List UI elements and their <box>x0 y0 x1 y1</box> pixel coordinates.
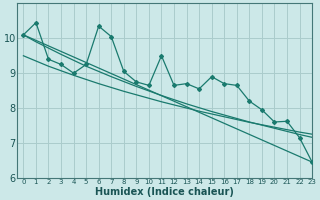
X-axis label: Humidex (Indice chaleur): Humidex (Indice chaleur) <box>95 187 234 197</box>
